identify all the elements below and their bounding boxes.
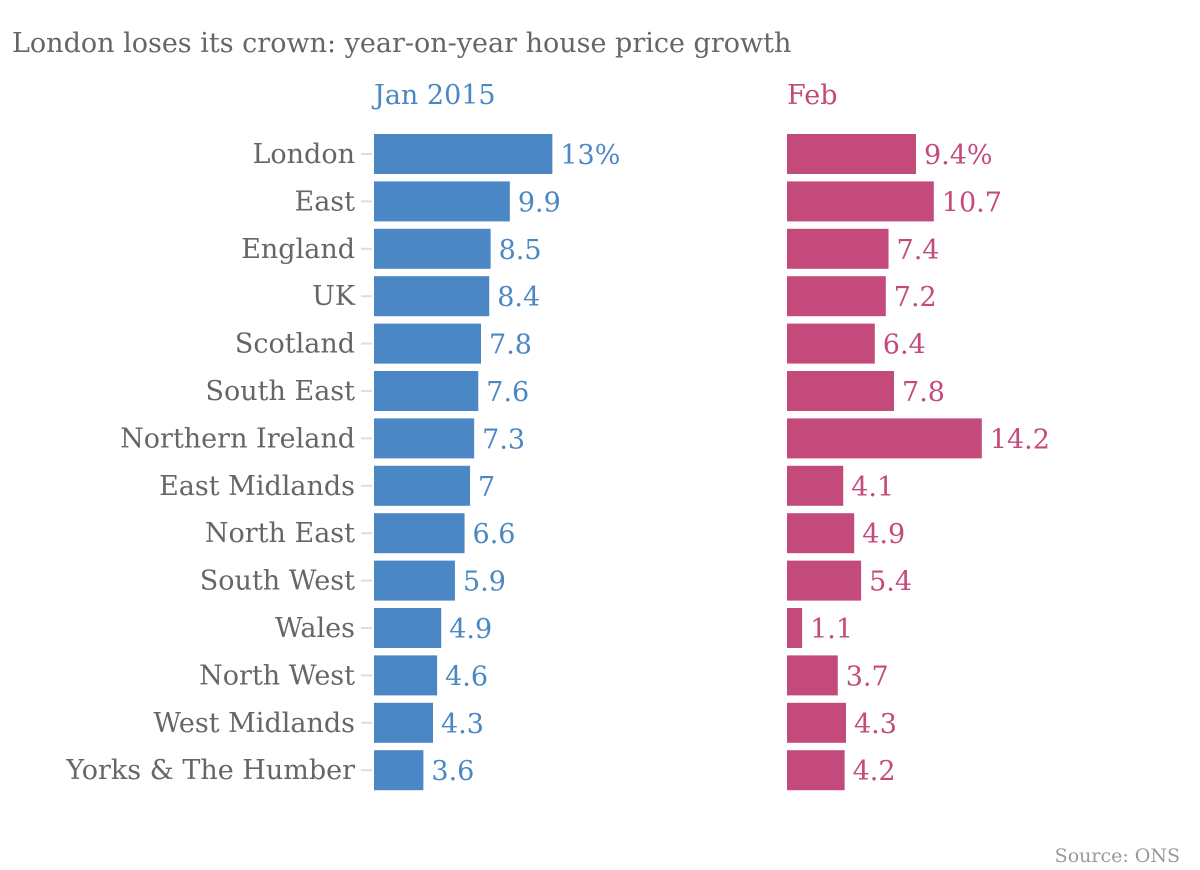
bar bbox=[787, 465, 844, 506]
source-note: Source: ONS bbox=[1055, 845, 1180, 867]
data-label: 8.4 bbox=[497, 282, 540, 313]
category-label: South West bbox=[200, 566, 355, 597]
bar bbox=[787, 418, 982, 459]
data-label: 7.6 bbox=[486, 377, 529, 408]
category-label: East Midlands bbox=[159, 471, 355, 502]
data-label: 13% bbox=[560, 140, 620, 171]
data-label: 14.2 bbox=[990, 424, 1050, 455]
data-label: 9.4% bbox=[924, 140, 993, 171]
category-label: Wales bbox=[275, 613, 355, 644]
data-label: 7.3 bbox=[482, 424, 525, 455]
bar bbox=[374, 750, 424, 791]
data-label: 4.1 bbox=[851, 472, 894, 503]
data-label: 7.4 bbox=[897, 235, 940, 266]
data-label: 1.1 bbox=[810, 614, 853, 645]
bar bbox=[374, 560, 455, 601]
data-label: 7.8 bbox=[489, 330, 532, 361]
data-label: 7 bbox=[478, 472, 495, 503]
bar bbox=[374, 371, 479, 411]
data-label: 10.7 bbox=[942, 187, 1002, 218]
bar bbox=[374, 228, 491, 269]
category-label: UK bbox=[312, 281, 356, 312]
data-label: 4.6 bbox=[445, 661, 488, 692]
category-label: North East bbox=[205, 518, 355, 549]
bar bbox=[787, 655, 838, 696]
data-label: 4.3 bbox=[441, 709, 484, 740]
bar bbox=[787, 323, 875, 364]
category-label: England bbox=[241, 234, 355, 265]
bar bbox=[787, 228, 889, 269]
data-label: 4.9 bbox=[449, 614, 492, 645]
data-label: 9.9 bbox=[518, 187, 561, 218]
data-label: 7.8 bbox=[902, 377, 945, 408]
bar bbox=[374, 276, 490, 317]
bar bbox=[787, 560, 862, 601]
bar bbox=[374, 513, 465, 554]
bar bbox=[374, 465, 471, 506]
data-label: 3.7 bbox=[846, 661, 889, 692]
bar bbox=[374, 134, 553, 174]
data-label: 5.4 bbox=[869, 567, 912, 598]
bar bbox=[374, 323, 482, 364]
data-label: 3.6 bbox=[431, 756, 474, 787]
panel-title: Feb bbox=[787, 80, 838, 111]
bar bbox=[374, 655, 438, 696]
bar bbox=[374, 181, 510, 222]
bar bbox=[787, 181, 934, 222]
panel-title: Jan 2015 bbox=[371, 80, 496, 111]
category-label: North West bbox=[199, 660, 355, 691]
bar bbox=[787, 513, 855, 554]
data-label: 4.9 bbox=[862, 519, 905, 550]
data-label: 6.6 bbox=[473, 519, 516, 550]
data-label: 4.2 bbox=[853, 756, 896, 787]
data-label: 7.2 bbox=[894, 282, 937, 313]
category-label: Yorks & The Humber bbox=[65, 755, 355, 786]
category-label: Northern Ireland bbox=[120, 423, 355, 454]
category-label: East bbox=[294, 186, 355, 217]
data-label: 4.3 bbox=[854, 709, 897, 740]
data-label: 6.4 bbox=[883, 330, 926, 361]
category-label: South East bbox=[206, 376, 356, 407]
bar bbox=[787, 702, 846, 743]
bar bbox=[787, 371, 895, 411]
bar bbox=[374, 418, 475, 459]
chart-title: London loses its crown: year-on-year hou… bbox=[12, 28, 791, 59]
bar bbox=[787, 608, 803, 648]
bar bbox=[374, 608, 442, 648]
bar bbox=[374, 702, 433, 743]
bar bbox=[787, 750, 845, 791]
category-label: London bbox=[252, 139, 355, 170]
bar bbox=[787, 276, 886, 317]
bar bbox=[787, 134, 916, 174]
category-label: West Midlands bbox=[153, 708, 355, 739]
data-label: 8.5 bbox=[499, 235, 542, 266]
data-label: 5.9 bbox=[463, 567, 506, 598]
category-label: Scotland bbox=[235, 329, 355, 360]
